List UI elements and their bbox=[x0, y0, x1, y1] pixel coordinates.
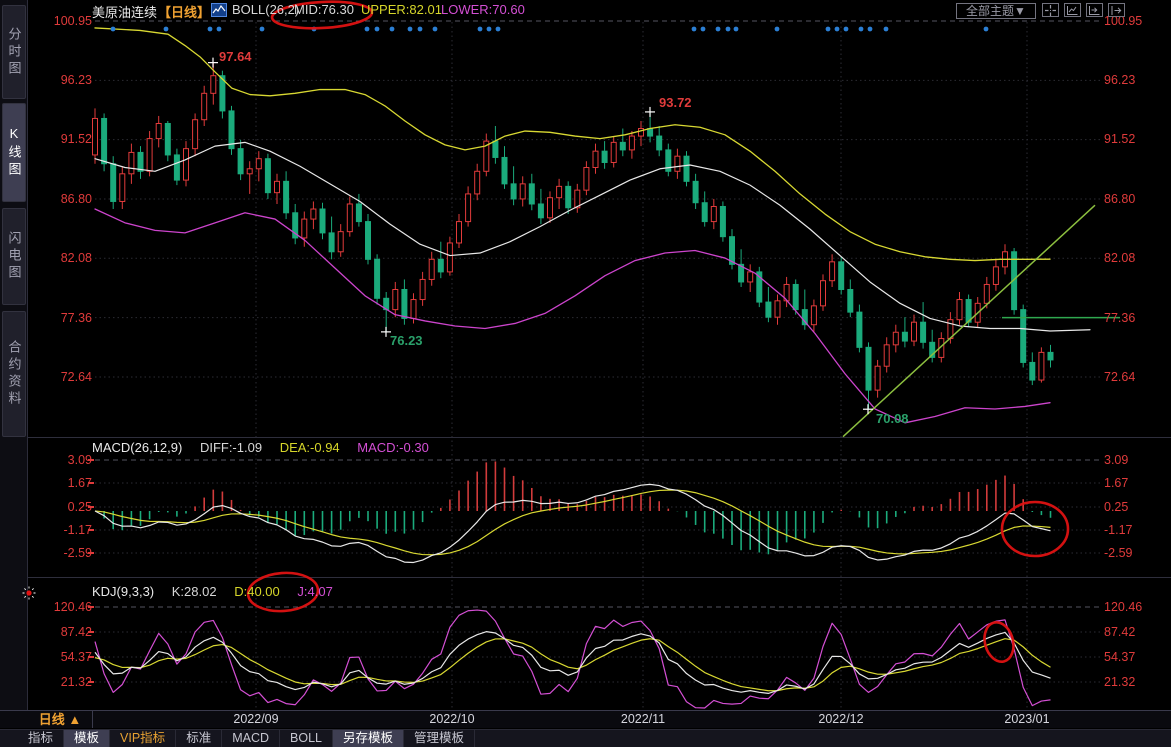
macd-tick: 0.25 bbox=[67, 500, 92, 514]
x-axis-date: 2022/11 bbox=[620, 712, 666, 726]
indicator-settings-icon[interactable] bbox=[22, 586, 36, 605]
sidebar-item-label: 闪电图 bbox=[6, 231, 22, 282]
macd-tick: 1.67 bbox=[67, 476, 92, 490]
price-tick: 96.23 bbox=[60, 73, 92, 87]
sidebar-item-kline-chart[interactable]: K线图 bbox=[2, 103, 26, 202]
page-right-tool-icon[interactable] bbox=[1108, 3, 1125, 17]
kdj-tick: 21.32 bbox=[60, 675, 92, 689]
kdj-tick: 87.42 bbox=[60, 625, 92, 639]
low-price-marker: 76.23 bbox=[390, 333, 423, 348]
tab-save-template[interactable]: 另存模板 bbox=[332, 730, 404, 747]
crosshair-tool-icon[interactable] bbox=[1042, 3, 1059, 17]
macd-tick: 3.09 bbox=[1104, 453, 1129, 467]
price-tick: 96.23 bbox=[1104, 73, 1136, 87]
chart-canvas[interactable] bbox=[0, 0, 1171, 710]
high-price-marker: 93.72 bbox=[659, 95, 692, 110]
macd-tick: -1.17 bbox=[63, 523, 93, 537]
macd-diff-value: DIFF:-1.09 bbox=[199, 440, 263, 455]
kdj-tick: 54.37 bbox=[60, 650, 92, 664]
chart-type-sidebar: 分时图 K线图 闪电图 合约资料 bbox=[0, 0, 28, 710]
sidebar-item-label: K线图 bbox=[6, 126, 22, 179]
tab-standard[interactable]: 标准 bbox=[176, 730, 223, 747]
macd-tick: 0.25 bbox=[1104, 500, 1129, 514]
kdj-tick: 120.46 bbox=[53, 600, 92, 614]
macd-macd-value: MACD:-0.30 bbox=[357, 440, 429, 455]
kdj-k-value: K:28.02 bbox=[171, 584, 217, 599]
price-tick: 86.80 bbox=[60, 192, 92, 206]
kdj-panel-header: KDJ(9,3,3) K:28.02 D:40.00 J:4.07 bbox=[92, 584, 347, 599]
price-tick: 82.08 bbox=[1104, 251, 1136, 265]
tab-manage-template[interactable]: 管理模板 bbox=[404, 730, 476, 747]
kdj-tick: 54.37 bbox=[1104, 650, 1136, 664]
zoom-scale-tool-icon[interactable] bbox=[1064, 3, 1081, 17]
x-axis-date: 2022/12 bbox=[818, 712, 864, 726]
period-selector[interactable]: 日线 ▲ bbox=[28, 711, 93, 728]
price-tick: 72.64 bbox=[60, 370, 92, 384]
x-axis-date: 2022/09 bbox=[233, 712, 279, 726]
macd-panel-header: MACD(26,12,9) DIFF:-1.09 DEA:-0.94 MACD:… bbox=[92, 440, 443, 455]
kdj-tick: 21.32 bbox=[1104, 675, 1136, 689]
price-tick: 72.64 bbox=[1104, 370, 1136, 384]
macd-tick: -2.59 bbox=[1104, 546, 1133, 560]
boll-upper-value: UPPER:82.01 bbox=[361, 2, 442, 17]
kline-chart-icon bbox=[211, 3, 227, 22]
price-tick: 100.95 bbox=[53, 14, 92, 28]
macd-tick: -2.59 bbox=[63, 546, 93, 560]
high-price-marker: 97.64 bbox=[219, 49, 252, 64]
kdj-d-value: D:40.00 bbox=[234, 584, 280, 599]
price-tick: 100.95 bbox=[1104, 14, 1143, 28]
tab-templates[interactable]: 模板 bbox=[64, 730, 111, 747]
macd-title: MACD(26,12,9) bbox=[92, 440, 183, 455]
x-axis-date: 2022/10 bbox=[429, 712, 475, 726]
kdj-tick: 87.42 bbox=[1104, 625, 1136, 639]
sidebar-item-time-chart[interactable]: 分时图 bbox=[2, 5, 26, 99]
theme-dropdown-button[interactable]: 全部主题▼ bbox=[956, 3, 1036, 19]
macd-tick: -1.17 bbox=[1104, 523, 1133, 537]
macd-dea-value: DEA:-0.94 bbox=[279, 440, 340, 455]
price-tick: 86.80 bbox=[1104, 192, 1136, 206]
macd-tick: 3.09 bbox=[67, 453, 92, 467]
sidebar-item-label: 合约资料 bbox=[6, 340, 22, 408]
tab-vip-indicators[interactable]: VIP指标 bbox=[110, 730, 177, 747]
boll-mid-value: MID:76.30 bbox=[294, 2, 354, 17]
symbol-title: 美原油连续 bbox=[92, 5, 158, 20]
period-tag: 【日线】 bbox=[158, 5, 211, 20]
price-tick: 77.36 bbox=[60, 311, 92, 325]
bottom-tab-bar: 指标 模板 VIP指标 标准 MACD BOLL 另存模板 管理模板 bbox=[0, 729, 1171, 747]
x-axis-row: 日线 ▲ 2022/09 2022/10 2022/11 2022/12 202… bbox=[0, 710, 1171, 728]
tab-macd[interactable]: MACD bbox=[222, 730, 281, 747]
price-tick: 82.08 bbox=[60, 251, 92, 265]
tab-boll[interactable]: BOLL bbox=[280, 730, 333, 747]
price-tick: 91.52 bbox=[60, 132, 92, 146]
kdj-j-value: J:4.07 bbox=[297, 584, 333, 599]
kdj-title: KDJ(9,3,3) bbox=[92, 584, 155, 599]
sidebar-item-label: 分时图 bbox=[6, 26, 22, 78]
scroll-right-tool-icon[interactable] bbox=[1086, 3, 1103, 17]
macd-tick: 1.67 bbox=[1104, 476, 1129, 490]
tab-indicators[interactable]: 指标 bbox=[18, 730, 65, 747]
price-tick: 91.52 bbox=[1104, 132, 1136, 146]
boll-lower-value: LOWER:70.60 bbox=[441, 2, 525, 17]
price-tick: 77.36 bbox=[1104, 311, 1136, 325]
boll-indicator-label: BOLL(26,2) bbox=[232, 2, 300, 17]
kdj-tick: 120.46 bbox=[1104, 600, 1143, 614]
sidebar-item-lightning-chart[interactable]: 闪电图 bbox=[2, 208, 26, 305]
x-axis-date: 2023/01 bbox=[1004, 712, 1050, 726]
sidebar-item-contract-info[interactable]: 合约资料 bbox=[2, 311, 26, 437]
low-price-marker: 70.08 bbox=[876, 411, 909, 426]
